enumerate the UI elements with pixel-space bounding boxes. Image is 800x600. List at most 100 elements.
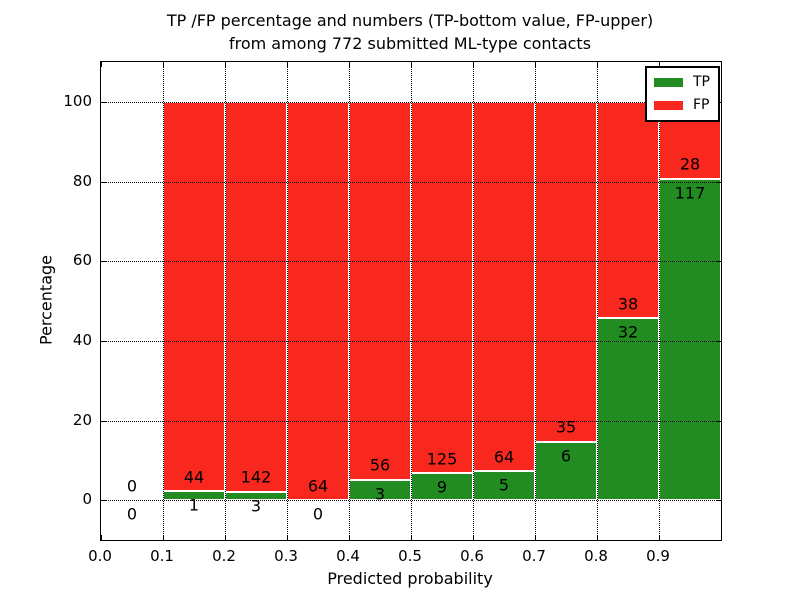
x-tick-label: 0.4 [336, 547, 360, 565]
tick-mark [597, 62, 598, 67]
grid-line-horizontal [101, 101, 721, 103]
bar-segment-fp [287, 101, 349, 501]
x-axis-label: Predicted probability [327, 569, 493, 588]
x-tick-label: 0.2 [212, 547, 236, 565]
legend-item-fp: FP [654, 96, 710, 114]
chart-title-line2: from among 772 submitted ML-type contact… [228, 34, 592, 53]
x-tick-label: 0.5 [398, 547, 422, 565]
tick-mark [473, 535, 474, 540]
grid-line-vertical [287, 62, 288, 540]
bar-segment-tp [597, 318, 659, 501]
bar-segment-tp [659, 178, 721, 501]
chart-title: TP /FP percentage and numbers (TP-bottom… [167, 9, 653, 55]
fp-count-label: 44 [183, 467, 205, 487]
tp-count-label: 3 [374, 484, 386, 504]
tp-count-label: 0 [312, 504, 324, 524]
fp-count-label: 142 [240, 467, 272, 487]
fp-count-label: 28 [679, 154, 701, 174]
x-tick-label: 0.0 [88, 547, 112, 565]
y-tick-label: 20 [72, 410, 92, 429]
tick-mark [716, 261, 721, 263]
fp-count-label: 64 [493, 447, 515, 467]
tick-mark [101, 62, 102, 67]
bar-segment-fp [163, 101, 225, 492]
tick-mark [721, 535, 722, 540]
fp-count-label: 0 [126, 476, 138, 496]
grid-line-vertical [163, 62, 164, 540]
grid-line-vertical [411, 62, 412, 540]
tick-mark [163, 62, 164, 67]
legend-label-fp: FP [693, 97, 710, 113]
tick-mark [659, 535, 660, 540]
y-tick-label: 0 [82, 490, 92, 509]
tick-mark [101, 535, 102, 540]
x-tick-label: 0.8 [584, 547, 608, 565]
tp-count-label: 0 [126, 504, 138, 524]
legend-label-tp: TP [693, 74, 710, 90]
y-tick-label: 60 [72, 251, 92, 270]
x-tick-label: 0.1 [150, 547, 174, 565]
tick-mark [287, 62, 288, 67]
grid-line-horizontal [101, 261, 721, 263]
tick-mark [716, 340, 721, 342]
x-tick-label: 0.3 [274, 547, 298, 565]
legend: TP FP [645, 66, 720, 122]
tick-mark [101, 500, 106, 502]
tp-count-label: 3 [250, 496, 262, 516]
tick-mark [473, 62, 474, 67]
bar-segment-tp [473, 471, 535, 501]
grid-line-horizontal [101, 181, 721, 183]
tick-mark [721, 62, 722, 67]
tick-mark [225, 535, 226, 540]
tick-mark [716, 420, 721, 422]
tick-mark [716, 500, 721, 502]
bar-segment-tp [535, 441, 597, 501]
y-tick-label: 40 [72, 330, 92, 349]
tick-mark [225, 62, 226, 67]
tick-mark [101, 101, 106, 103]
tick-mark [349, 62, 350, 67]
grid-line-horizontal [101, 340, 721, 342]
grid-line-vertical [659, 62, 660, 540]
tick-mark [101, 340, 106, 342]
bar-segment-fp [411, 101, 473, 474]
bar-segment-fp [349, 101, 411, 480]
tp-count-label: 5 [498, 475, 510, 495]
tp-count-label: 9 [436, 477, 448, 497]
tick-mark [597, 535, 598, 540]
legend-item-tp: TP [654, 73, 710, 91]
tick-mark [349, 535, 350, 540]
plot-area: 0 0 44 1 142 3 64 0 56 3 125 9 64 5 35 6 38 32 28 117 [100, 61, 722, 541]
fp-count-label: 125 [426, 449, 458, 469]
tick-mark [287, 535, 288, 540]
x-tick-label: 0.9 [646, 547, 670, 565]
x-tick-label: 0.7 [522, 547, 546, 565]
bar-segment-tp [411, 473, 473, 501]
bar-segment-fp [535, 101, 597, 442]
tp-count-label: 32 [617, 322, 639, 342]
fp-color-swatch [654, 100, 683, 110]
tick-mark [411, 62, 412, 67]
tick-mark [411, 535, 412, 540]
y-tick-label: 100 [63, 91, 92, 110]
tp-color-swatch [654, 77, 683, 87]
tp-count-label: 6 [560, 446, 572, 466]
tp-count-label: 117 [674, 183, 706, 203]
tick-mark [163, 535, 164, 540]
tick-mark [535, 62, 536, 67]
bar-segment-fp [473, 101, 535, 472]
tick-mark [659, 62, 660, 67]
fp-count-label: 56 [369, 455, 391, 475]
fp-count-label: 64 [307, 476, 329, 496]
grid-line-vertical [535, 62, 536, 540]
bar-segment-fp [225, 101, 287, 492]
tick-mark [716, 181, 721, 183]
bar-segment-fp [597, 101, 659, 319]
x-tick-label: 0.6 [460, 547, 484, 565]
tick-mark [101, 181, 106, 183]
grid-line-horizontal [101, 500, 721, 502]
fp-count-label: 38 [617, 294, 639, 314]
grid-line-vertical [597, 62, 598, 540]
grid-line-horizontal [101, 420, 721, 422]
